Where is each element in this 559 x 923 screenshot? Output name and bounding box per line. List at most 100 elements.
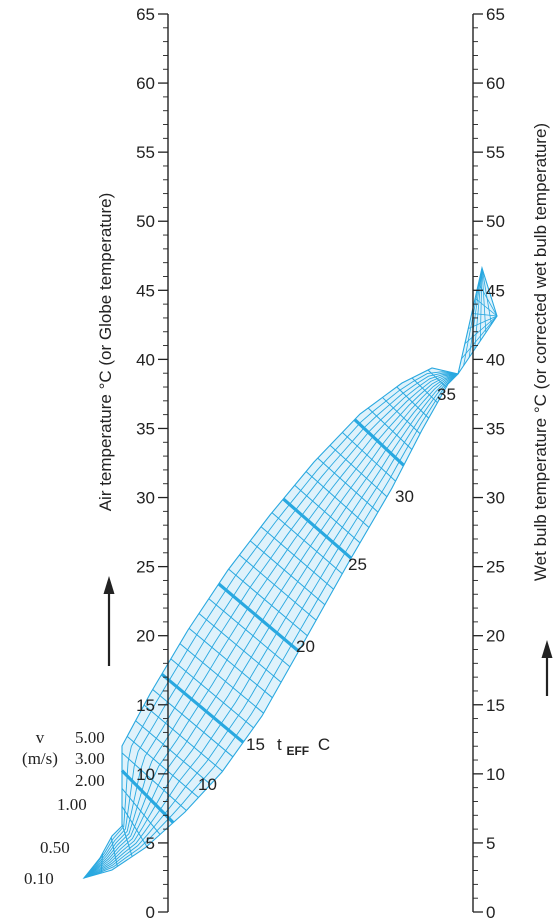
air-temperature-up-arrow [103, 576, 115, 666]
fan-line [479, 267, 483, 341]
teff-major-line [282, 497, 353, 560]
wet-bulb-tick-label-5: 5 [486, 834, 495, 853]
air-temperature-tick-label-25: 25 [136, 558, 155, 577]
air-temperature-tick-label-5: 5 [146, 834, 155, 853]
air-temperature-tick-label-50: 50 [136, 212, 155, 231]
teff-major-line [120, 769, 175, 824]
wet-bulb-tick-label-65: 65 [486, 5, 505, 24]
velocity-label-5-00: 5.00 [75, 728, 105, 747]
air-temperature-tick-label-45: 45 [136, 281, 155, 300]
wet-bulb-tick-label-30: 30 [486, 489, 505, 508]
air-temperature-tick-label-60: 60 [136, 74, 155, 93]
effective-temperature-labels: 10 15 20 25 30 35 t EFF C [198, 385, 456, 794]
teff-label-20: 20 [296, 637, 315, 656]
velocity-label-0-10: 0.10 [24, 869, 54, 888]
air-temperature-axis: 0 5 10 15 20 25 30 35 40 45 50 55 60 65 [136, 5, 169, 922]
air-temperature-tick-label-15: 15 [136, 696, 155, 715]
wet-bulb-tick-label-0: 0 [486, 903, 495, 922]
air-temperature-axis-title: Air temperature °C (or Globe temperature… [96, 193, 115, 512]
air-temperature-tick-label-40: 40 [136, 350, 155, 369]
teff-major-line [217, 582, 300, 653]
teff-minor-line [249, 540, 326, 606]
teff-minor-line [188, 627, 273, 699]
teff-major-line [353, 418, 405, 467]
wet-bulb-tick-label-55: 55 [486, 143, 505, 162]
air-temperature-tick-label-0: 0 [146, 903, 155, 922]
fan-line [474, 297, 498, 317]
teff-label-35: 35 [437, 385, 456, 404]
wet-bulb-tick-label-35: 35 [486, 419, 505, 438]
fan-line [474, 267, 483, 350]
fan-line [481, 267, 492, 325]
air-temperature-tick-label-10: 10 [136, 765, 155, 784]
velocity-label-0-50: 0.50 [40, 838, 70, 857]
teff-minor-line [126, 736, 199, 798]
wet-bulb-temperature-axis-title: Wet bulb temperature °C (or corrected we… [531, 123, 550, 581]
wet-bulb-tick-label-10: 10 [486, 765, 505, 784]
fan-line [471, 313, 498, 317]
wet-bulb-tick-label-50: 50 [486, 212, 505, 231]
teff-minor-line [143, 704, 223, 772]
velocity-label-3-00: 3.00 [75, 749, 105, 768]
air-temperature-tick-label-30: 30 [136, 489, 155, 508]
teff-label-25: 25 [348, 555, 367, 574]
fan-line [481, 267, 487, 333]
teff-minor-line [198, 613, 282, 683]
teff-grid [82, 265, 498, 880]
teff-label-10: 10 [198, 775, 217, 794]
teff-label-15: 15 [246, 735, 265, 754]
teff-label-30: 30 [395, 487, 414, 506]
teff-symbol: t [277, 735, 282, 754]
teff-major-line [160, 672, 245, 744]
wet-bulb-tick-label-45: 45 [486, 281, 505, 300]
wet-bulb-tick-label-20: 20 [486, 627, 505, 646]
teff-minor-line [305, 471, 370, 528]
teff-minor-line [228, 568, 308, 637]
teff-subscript: EFF [286, 744, 309, 758]
fan-line [468, 267, 483, 358]
teff-minor-line [121, 752, 187, 811]
velocity-label-1-00: 1.00 [57, 795, 87, 814]
teff-band [82, 367, 460, 880]
wet-bulb-up-arrow [541, 640, 553, 696]
wet-bulb-tick-label-60: 60 [486, 74, 505, 93]
teff-minor-line [329, 444, 388, 498]
air-temperature-tick-label-65: 65 [136, 5, 155, 24]
fan-line [478, 282, 498, 317]
teff-minor-line [396, 386, 430, 419]
teff-minor-line [121, 788, 161, 835]
teff-minor-line [179, 643, 264, 714]
teff-minor-line [411, 377, 438, 404]
teff-minor-line [317, 457, 379, 513]
teff-units-label: t EFF C [277, 735, 330, 759]
wet-bulb-temperature-axis: 0 5 10 15 20 25 30 35 40 45 50 55 60 65 [472, 5, 505, 922]
wet-bulb-tick-label-15: 15 [486, 696, 505, 715]
teff-minor-line [427, 369, 447, 388]
velocity-unit: (m/s) [22, 749, 58, 768]
air-temperature-tick-label-20: 20 [136, 627, 155, 646]
teff-minor-line [100, 853, 104, 874]
teff-minor-line [110, 837, 118, 867]
teff-minor-line [121, 823, 133, 857]
teff-minor-line [342, 432, 396, 482]
wet-bulb-tick-label-40: 40 [486, 350, 505, 369]
teff-minor-line [170, 658, 254, 729]
teff-minor-line [152, 689, 234, 758]
teff-minor-line [271, 512, 343, 575]
air-temperature-tick-label-35: 35 [136, 419, 155, 438]
teff-minor-line [294, 484, 361, 544]
teff-minor-line [208, 598, 291, 668]
velocity-scale: v (m/s) 5.00 3.00 2.00 1.00 0.50 0.10 [22, 728, 105, 888]
air-temperature-tick-label-55: 55 [136, 143, 155, 162]
teff-minor-line [367, 407, 413, 450]
velocity-symbol: v [36, 728, 45, 747]
velocity-label-2-00: 2.00 [75, 771, 105, 790]
teff-minor-line [239, 554, 317, 621]
teff-unit: C [318, 735, 330, 754]
teff-minor-line [260, 526, 334, 590]
teff-minor-line [135, 720, 211, 785]
teff-minor-line [382, 397, 421, 435]
teff-minor-line [121, 806, 148, 847]
wet-bulb-tick-label-25: 25 [486, 558, 505, 577]
